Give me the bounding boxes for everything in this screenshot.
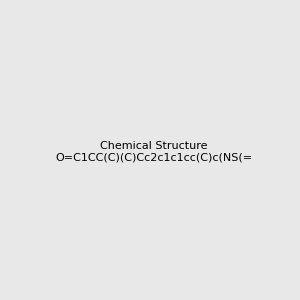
Text: Chemical Structure
O=C1CC(C)(C)Cc2c1c1cc(C)c(NS(=: Chemical Structure O=C1CC(C)(C)Cc2c1c1cc… xyxy=(55,141,252,162)
